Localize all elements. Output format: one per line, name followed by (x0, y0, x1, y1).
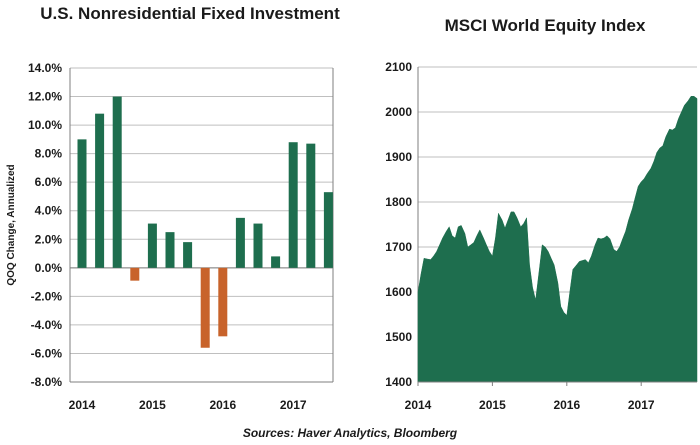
left-y-axis-label: QOQ Change, Annualized (6, 164, 17, 285)
left-bar (130, 267, 140, 281)
left-y-tick-label: 6.0% (35, 175, 63, 189)
left-y-tick-label: 14.0% (28, 61, 62, 75)
left-bar (147, 223, 157, 268)
left-bar (183, 242, 193, 268)
right-x-tick-label: 2015 (479, 398, 506, 412)
right-y-tick-label: 1800 (385, 195, 412, 209)
left-bar (77, 139, 87, 268)
left-y-tick-label: 8.0% (35, 147, 63, 161)
left-bar (112, 96, 122, 268)
left-x-tick-label: 2017 (280, 398, 307, 412)
left-chart-title: U.S. Nonresidential Fixed Investment (40, 4, 340, 23)
left-y-tick-label: -6.0% (31, 346, 63, 360)
right-x-tick-label: 2016 (553, 398, 580, 412)
right-y-tick-label: 1400 (385, 375, 412, 389)
left-y-tick-label: 2.0% (35, 232, 63, 246)
left-y-tick-label: 4.0% (35, 204, 63, 218)
left-y-tick-label: 12.0% (28, 90, 62, 104)
right-y-tick-label: 1700 (385, 240, 412, 254)
right-x-tick-label: 2017 (628, 398, 655, 412)
left-bar (95, 113, 105, 268)
right-x-tick-label: 2014 (405, 398, 432, 412)
left-x-tick-label: 2014 (69, 398, 96, 412)
left-x-tick-label: 2015 (139, 398, 166, 412)
left-bar (306, 143, 316, 268)
left-bar (253, 223, 263, 268)
left-x-tick-label: 2016 (209, 398, 236, 412)
right-chart-title: MSCI World Equity Index (444, 16, 646, 35)
source-note: Sources: Haver Analytics, Bloomberg (242, 426, 458, 440)
left-y-tick-label: 10.0% (28, 118, 62, 132)
left-bar (200, 267, 210, 348)
right-y-tick-label: 1500 (385, 330, 412, 344)
left-bar (323, 192, 333, 268)
left-y-tick-label: -2.0% (31, 289, 63, 303)
left-bar (165, 232, 175, 268)
left-bar (235, 217, 245, 268)
right-area-series (417, 96, 698, 383)
right-y-tick-label: 1900 (385, 150, 412, 164)
left-bar (288, 142, 298, 268)
right-y-tick-label: 1600 (385, 285, 412, 299)
right-y-tick-label: 2100 (385, 60, 412, 74)
left-y-tick-label: -8.0% (31, 375, 63, 389)
left-y-tick-label: 0.0% (35, 261, 63, 275)
right-y-tick-label: 2000 (385, 105, 412, 119)
left-bar (271, 256, 281, 268)
left-bar (218, 267, 228, 337)
left-y-tick-label: -4.0% (31, 318, 63, 332)
